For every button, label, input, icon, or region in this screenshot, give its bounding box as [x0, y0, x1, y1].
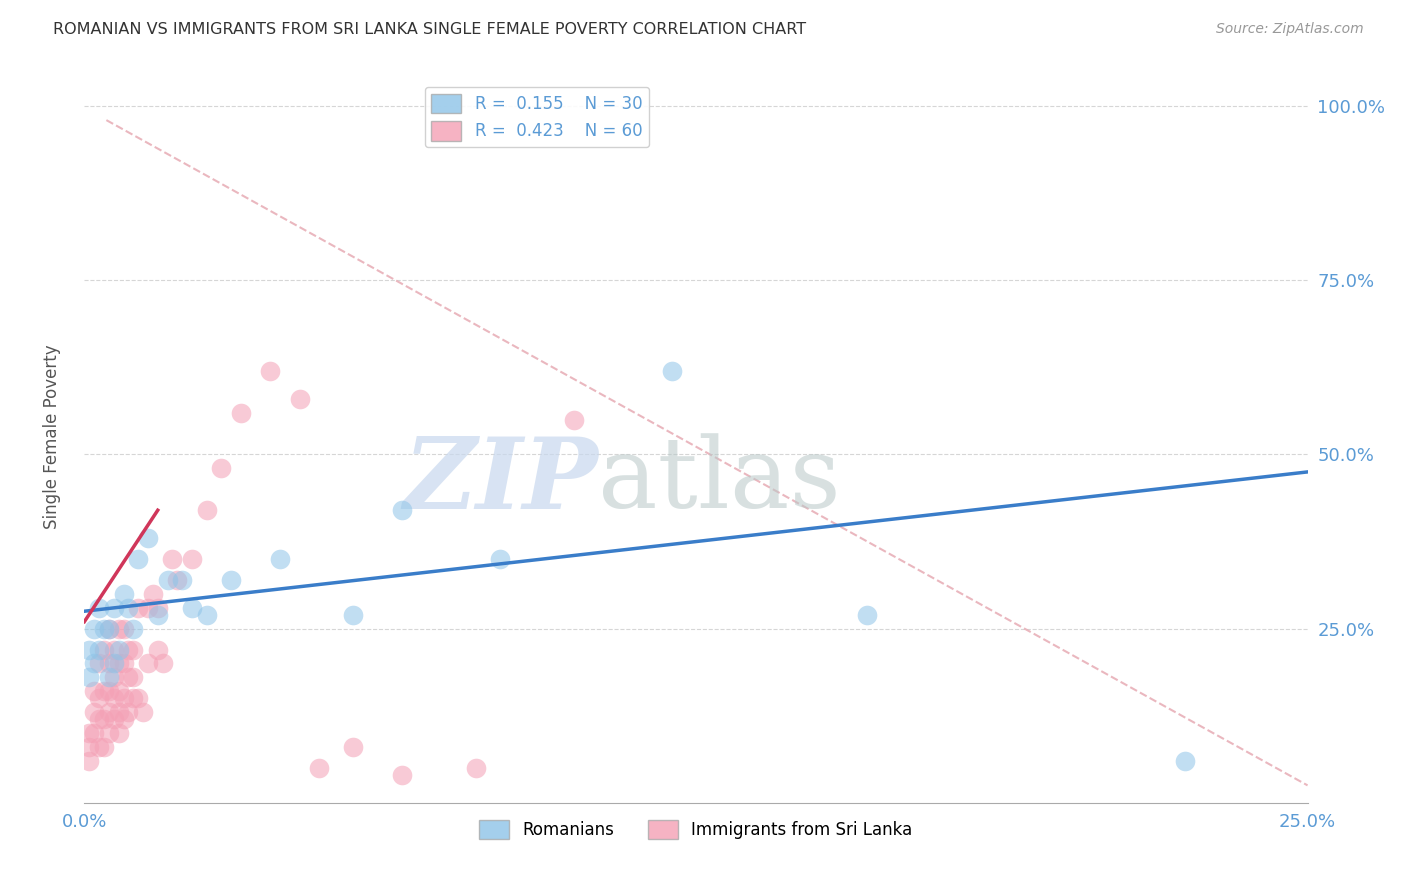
Point — [87, 691, 110, 706]
Point — [229, 406, 252, 420]
Point — [117, 705, 139, 719]
Point — [112, 587, 135, 601]
Point — [97, 670, 120, 684]
Point — [122, 691, 145, 706]
Point — [308, 761, 330, 775]
Point — [112, 657, 135, 671]
Y-axis label: Single Female Poverty: Single Female Poverty — [42, 345, 60, 529]
Point — [87, 740, 110, 755]
Point — [97, 726, 120, 740]
Point — [117, 600, 139, 615]
Point — [146, 600, 169, 615]
Point — [152, 657, 174, 671]
Point — [259, 364, 281, 378]
Point — [103, 691, 125, 706]
Point — [342, 740, 364, 755]
Point — [127, 600, 149, 615]
Point — [77, 726, 100, 740]
Point — [112, 622, 135, 636]
Point — [83, 657, 105, 671]
Point — [107, 622, 129, 636]
Point — [112, 691, 135, 706]
Point — [856, 607, 879, 622]
Point — [489, 552, 512, 566]
Point — [103, 600, 125, 615]
Point — [127, 552, 149, 566]
Point — [209, 461, 232, 475]
Point — [87, 712, 110, 726]
Point — [93, 740, 115, 755]
Legend: Romanians, Immigrants from Sri Lanka: Romanians, Immigrants from Sri Lanka — [472, 814, 920, 846]
Point — [122, 670, 145, 684]
Text: ZIP: ZIP — [404, 433, 598, 529]
Point — [87, 657, 110, 671]
Point — [97, 684, 120, 698]
Point — [103, 642, 125, 657]
Point — [83, 726, 105, 740]
Point — [97, 622, 120, 636]
Point — [107, 657, 129, 671]
Point — [77, 670, 100, 684]
Point — [146, 642, 169, 657]
Point — [122, 622, 145, 636]
Point — [127, 691, 149, 706]
Point — [391, 503, 413, 517]
Point — [77, 754, 100, 768]
Point — [107, 726, 129, 740]
Point — [117, 642, 139, 657]
Point — [107, 705, 129, 719]
Point — [93, 712, 115, 726]
Point — [146, 607, 169, 622]
Point — [661, 364, 683, 378]
Point — [83, 684, 105, 698]
Point — [103, 657, 125, 671]
Point — [142, 587, 165, 601]
Point — [562, 412, 585, 426]
Point — [77, 740, 100, 755]
Text: atlas: atlas — [598, 434, 841, 529]
Point — [166, 573, 188, 587]
Point — [107, 684, 129, 698]
Point — [195, 503, 218, 517]
Point — [136, 531, 159, 545]
Point — [288, 392, 311, 406]
Point — [117, 670, 139, 684]
Point — [162, 552, 184, 566]
Point — [103, 670, 125, 684]
Point — [87, 600, 110, 615]
Point — [195, 607, 218, 622]
Point — [93, 622, 115, 636]
Point — [103, 712, 125, 726]
Point — [97, 705, 120, 719]
Point — [269, 552, 291, 566]
Point — [97, 657, 120, 671]
Point — [136, 600, 159, 615]
Text: ROMANIAN VS IMMIGRANTS FROM SRI LANKA SINGLE FEMALE POVERTY CORRELATION CHART: ROMANIAN VS IMMIGRANTS FROM SRI LANKA SI… — [53, 22, 807, 37]
Point — [181, 600, 204, 615]
Point — [342, 607, 364, 622]
Point — [132, 705, 155, 719]
Text: Source: ZipAtlas.com: Source: ZipAtlas.com — [1216, 22, 1364, 37]
Point — [136, 657, 159, 671]
Point — [464, 761, 486, 775]
Point — [122, 642, 145, 657]
Point — [112, 712, 135, 726]
Point — [93, 642, 115, 657]
Point — [87, 642, 110, 657]
Point — [93, 684, 115, 698]
Point — [219, 573, 242, 587]
Point — [1174, 754, 1197, 768]
Point — [156, 573, 179, 587]
Point — [97, 622, 120, 636]
Point — [77, 642, 100, 657]
Point — [83, 622, 105, 636]
Point — [181, 552, 204, 566]
Point — [107, 642, 129, 657]
Point — [83, 705, 105, 719]
Point — [391, 768, 413, 782]
Point — [172, 573, 194, 587]
